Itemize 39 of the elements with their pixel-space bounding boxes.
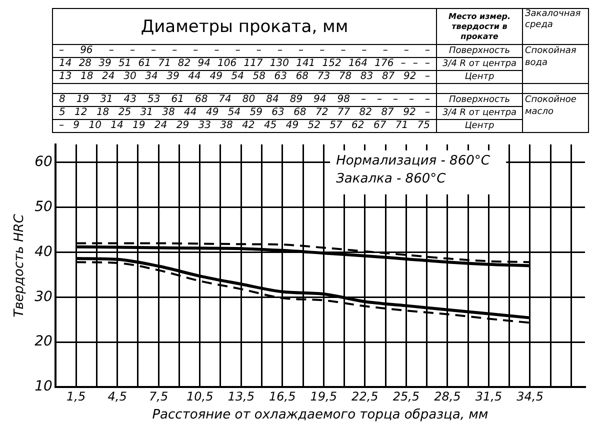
text: 3/4 R от центра xyxy=(436,106,522,120)
annotation: Нормализация - 860°C xyxy=(336,153,491,168)
text: 5 12 18 25 31 38 44 49 54 59 63 68 72 77 82 87 92 – xyxy=(53,107,436,119)
x-tick-label: 16,5 xyxy=(269,389,296,404)
text: 8 19 31 43 53 61 68 74 80 84 89 94 98 – – – – – xyxy=(53,94,436,106)
x-axis-title: Расстояние от охлаждаемого торца образца, мм xyxy=(152,408,488,423)
text: – 9 10 14 19 24 29 33 38 42 45 49 52 57 62 67 71 75 xyxy=(53,120,436,132)
y-tick-label: 40 xyxy=(34,244,52,260)
x-tick-label: 4,5 xyxy=(108,389,127,404)
y-axis-title: Твердость HRC xyxy=(12,213,28,318)
text: Поверхность xyxy=(436,44,522,58)
y-tick-label: 60 xyxy=(34,154,52,170)
x-tick-label: 7,5 xyxy=(149,389,168,404)
y-tick-label: 30 xyxy=(34,288,52,305)
y-tick-label: 10 xyxy=(34,378,52,395)
x-tick-label: 28,5 xyxy=(434,389,461,404)
x-tick-label: 10,5 xyxy=(186,389,214,404)
text: 14 28 39 51 61 71 82 94 106 117 130 141 152 164 176 – – – xyxy=(53,58,436,70)
x-tick-label: 34,5 xyxy=(516,389,544,404)
x-tick-label: 25,5 xyxy=(392,389,420,404)
x-tick-label: 13,5 xyxy=(228,389,254,404)
text: Спокойная вода xyxy=(522,44,588,84)
x-tick-label: 31,5 xyxy=(475,389,502,404)
x-tick-label: 1,5 xyxy=(66,389,86,404)
text: – 96 – – – – – – – – – – – – – – – – xyxy=(53,45,436,57)
x-tick-label: 22,5 xyxy=(352,389,378,404)
text: Место измер. твердости в прокате xyxy=(436,8,522,44)
text: Центр xyxy=(436,120,522,132)
text: Центр xyxy=(436,70,522,84)
text: 13 18 24 30 34 39 44 49 54 58 63 68 73 78 83 87 92 – xyxy=(53,71,436,83)
text: Поверхность xyxy=(436,94,522,106)
text: Закалочная среда xyxy=(522,8,588,44)
text: Диаметры проката, мм xyxy=(52,8,436,44)
x-tick-label: 19,5 xyxy=(310,389,338,404)
text: 3/4 R от центра xyxy=(436,58,522,70)
y-tick-label: 50 xyxy=(34,198,52,215)
text: Спокойное масло xyxy=(522,94,588,132)
annotation: Закалка - 860°C xyxy=(336,171,447,186)
y-tick-label: 20 xyxy=(34,334,52,350)
